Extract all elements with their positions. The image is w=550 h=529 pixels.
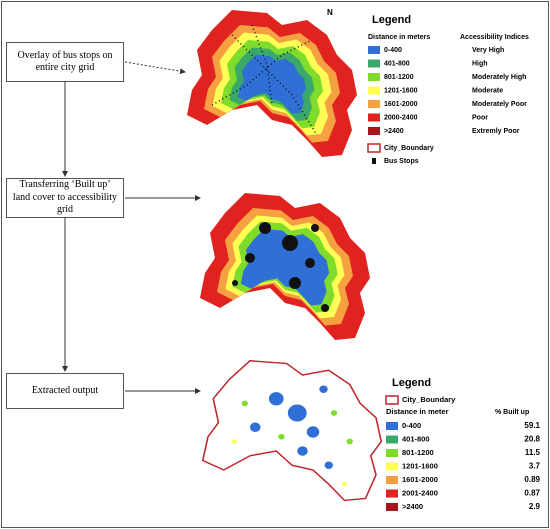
legend-range: 0-400 bbox=[402, 421, 421, 430]
legend-range: 401-800 bbox=[402, 434, 430, 443]
legend-index: Very High bbox=[472, 47, 504, 54]
builtup-percent: 59.1 bbox=[524, 421, 540, 430]
step-box: Overlay of bus stops on entire city grid bbox=[6, 42, 124, 82]
flow-arrows bbox=[62, 61, 201, 394]
legend-swatch bbox=[368, 86, 380, 95]
legend-swatch bbox=[372, 158, 376, 164]
step-box: Transferring ‘Built up’ land cover to ac… bbox=[6, 178, 124, 218]
step-box: Extracted output bbox=[6, 373, 124, 409]
builtup-percent: 11.5 bbox=[525, 448, 541, 457]
legend-swatch bbox=[368, 127, 380, 135]
legend-title: Legend bbox=[392, 377, 431, 389]
legend-title: Legend bbox=[372, 14, 411, 26]
builtup-percent: 0.87 bbox=[524, 489, 540, 498]
legend-index: Moderately Poor bbox=[472, 101, 527, 108]
legend-range: 401-800 bbox=[384, 60, 410, 67]
legend-swatch bbox=[368, 113, 380, 122]
legend-swatch bbox=[386, 476, 398, 484]
legend-swatch bbox=[385, 395, 399, 405]
legend-swatch bbox=[386, 449, 398, 457]
column-header: Accessibility Indices bbox=[460, 34, 529, 41]
column-header: Distance in meter bbox=[386, 407, 449, 416]
legend-range: 1601-2000 bbox=[384, 101, 418, 108]
column-header: Distance in meters bbox=[368, 34, 430, 41]
legend-index: Poor bbox=[472, 114, 488, 121]
legend-swatch bbox=[367, 143, 381, 153]
map-builtup-overlay bbox=[200, 193, 370, 340]
legend-builtup: Legend City_Boundary Distance in meter % Bu… bbox=[385, 377, 541, 511]
builtup-percent: 2.9 bbox=[529, 502, 541, 511]
legend-range: >2400 bbox=[402, 502, 423, 511]
legend-range: 801-1200 bbox=[384, 74, 414, 81]
legend-swatch bbox=[368, 59, 380, 68]
legend-index: Moderately High bbox=[472, 74, 526, 81]
builtup-percent: 0.89 bbox=[524, 475, 540, 484]
legend-swatch bbox=[368, 100, 380, 108]
legend-range: 2001-2400 bbox=[402, 488, 438, 497]
builtup-percent: 3.7 bbox=[529, 462, 541, 471]
legend-range: 1601-2000 bbox=[402, 475, 438, 484]
legend-index: High bbox=[472, 60, 488, 67]
legend-swatch bbox=[386, 422, 398, 430]
builtup-percent: 20.8 bbox=[524, 435, 540, 444]
legend-swatch bbox=[386, 435, 398, 444]
legend-range: 1201-1600 bbox=[402, 461, 438, 470]
legend-swatch bbox=[368, 73, 380, 81]
legend-range: 2000-2400 bbox=[384, 114, 418, 121]
legend-range: 1201-1600 bbox=[384, 87, 418, 94]
legend-range: 801-1200 bbox=[402, 448, 434, 457]
legend-swatch bbox=[386, 489, 398, 498]
map-accessibility bbox=[187, 10, 357, 157]
legend-swatch bbox=[386, 503, 398, 511]
legend-swatch bbox=[386, 462, 398, 471]
legend-boundary: City_Boundary bbox=[384, 145, 434, 152]
legend-bus-stops: Bus Stops bbox=[384, 158, 419, 165]
legend-boundary: City_Boundary bbox=[402, 395, 456, 404]
legend-swatch bbox=[368, 46, 380, 54]
legend-accessibility: Legend Distance in meters Accessibility In… bbox=[367, 14, 529, 165]
legend-range: >2400 bbox=[384, 128, 404, 135]
legend-index: Moderate bbox=[472, 87, 503, 94]
column-header: % Built up bbox=[495, 409, 529, 416]
north-arrow: N bbox=[327, 8, 333, 17]
map-extracted bbox=[201, 359, 383, 502]
legend-range: 0-400 bbox=[384, 47, 402, 54]
legend-index: Extremly Poor bbox=[472, 128, 520, 135]
